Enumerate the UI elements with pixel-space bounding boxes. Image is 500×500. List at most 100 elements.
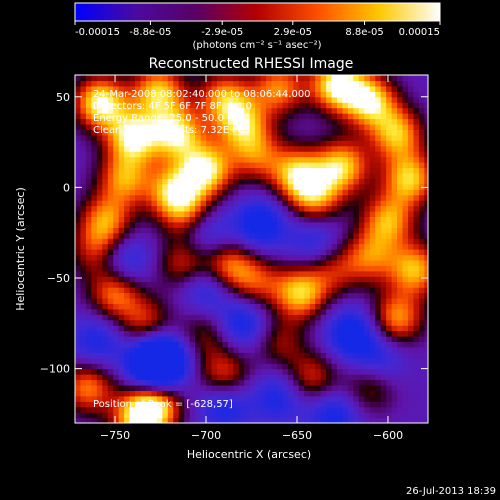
heatmap-cell [206, 254, 213, 261]
heatmap-cell [358, 183, 365, 190]
heatmap-cell [135, 238, 142, 245]
heatmap-cell [386, 368, 393, 375]
heatmap-cell [189, 384, 196, 391]
heatmap-cell [238, 401, 245, 408]
heatmap-cell [124, 238, 131, 245]
heatmap-cell [118, 151, 125, 158]
heatmap-cell [173, 205, 180, 212]
heatmap-cell [96, 243, 103, 250]
heatmap-cell [200, 232, 207, 239]
heatmap-cell [85, 129, 92, 136]
heatmap-cell [151, 85, 158, 92]
heatmap-cell [271, 406, 278, 413]
heatmap-cell [145, 276, 153, 283]
heatmap-cell [227, 118, 234, 125]
heatmap-cell [227, 319, 234, 326]
heatmap-cell [124, 151, 131, 158]
heatmap-cell [342, 357, 349, 364]
heatmap-cell [315, 189, 322, 196]
heatmap-cell [135, 96, 142, 103]
heatmap-cell [80, 352, 87, 359]
heatmap-cell [331, 379, 338, 386]
heatmap-cell [358, 107, 365, 114]
heatmap-cell [167, 330, 174, 337]
heatmap-cell [145, 113, 153, 120]
heatmap-cell [386, 303, 393, 310]
heatmap-cell [151, 80, 158, 87]
heatmap-cell [347, 281, 354, 288]
heatmap-cell [233, 113, 240, 120]
heatmap-cell [304, 162, 311, 169]
heatmap-cell [249, 259, 256, 266]
heatmap-cell [320, 156, 327, 163]
heatmap-cell [413, 336, 420, 343]
heatmap-cell [369, 227, 376, 234]
heatmap-cell [298, 113, 305, 120]
heatmap-cell [304, 189, 311, 196]
heatmap-cell [162, 102, 169, 109]
heatmap-cell [145, 210, 153, 217]
heatmap-cell [369, 390, 376, 397]
heatmap-cell [342, 352, 349, 359]
heatmap-cell [380, 151, 387, 158]
heatmap-cell [129, 325, 136, 332]
heatmap-cell [145, 227, 153, 234]
heatmap-cell [369, 303, 376, 310]
heatmap-cell [107, 346, 114, 353]
heatmap-cell [178, 85, 185, 92]
heatmap-cell [418, 314, 425, 321]
heatmap-cell [156, 390, 163, 397]
heatmap-cell [418, 303, 425, 310]
heatmap-cell [222, 232, 229, 239]
heatmap-cell [178, 346, 185, 353]
heatmap-cell [118, 194, 125, 201]
heatmap-cell [140, 357, 147, 364]
heatmap-cell [233, 368, 240, 375]
heatmap-cell [145, 123, 153, 130]
heatmap-cell [326, 270, 333, 277]
heatmap-cell [320, 406, 327, 413]
heatmap-cell [102, 194, 109, 201]
heatmap-cell [211, 308, 218, 315]
heatmap-cell [184, 216, 191, 223]
heatmap-cell [347, 107, 354, 114]
heatmap-cell [271, 205, 278, 212]
heatmap-cell [364, 319, 371, 326]
heatmap-cell [342, 406, 349, 413]
heatmap-cell [107, 401, 114, 408]
heatmap-cell [91, 151, 98, 158]
heatmap-cell [129, 303, 136, 310]
heatmap-cell [156, 276, 163, 283]
heatmap-cell [298, 352, 305, 359]
heatmap-cell [113, 330, 120, 337]
heatmap-cell [347, 216, 354, 223]
heatmap-cell [353, 363, 360, 370]
heatmap-cell [418, 287, 425, 294]
heatmap-cell [96, 172, 103, 179]
heatmap-cell [162, 151, 169, 158]
heatmap-cell [107, 80, 114, 87]
heatmap-cell [222, 172, 229, 179]
heatmap-cell [167, 123, 174, 130]
heatmap-cell [216, 308, 223, 315]
heatmap-cell [424, 75, 428, 82]
heatmap-cell [140, 319, 147, 326]
heatmap-cell [233, 412, 240, 419]
heatmap-cell [266, 232, 273, 239]
heatmap-cell [80, 254, 87, 261]
heatmap-cell [124, 183, 131, 190]
heatmap-cell [124, 357, 131, 364]
heatmap-cell [227, 406, 234, 413]
heatmap-cell [309, 379, 316, 386]
heatmap-cell [282, 80, 289, 87]
heatmap-cell [75, 167, 82, 174]
heatmap-cell [407, 243, 415, 250]
heatmap-cell [342, 270, 349, 277]
heatmap-cell [413, 80, 420, 87]
heatmap-cell [75, 102, 82, 109]
heatmap-cell [271, 325, 278, 332]
heatmap-cell [151, 330, 158, 337]
heatmap-cell [326, 314, 333, 321]
heatmap-cell [287, 200, 294, 207]
